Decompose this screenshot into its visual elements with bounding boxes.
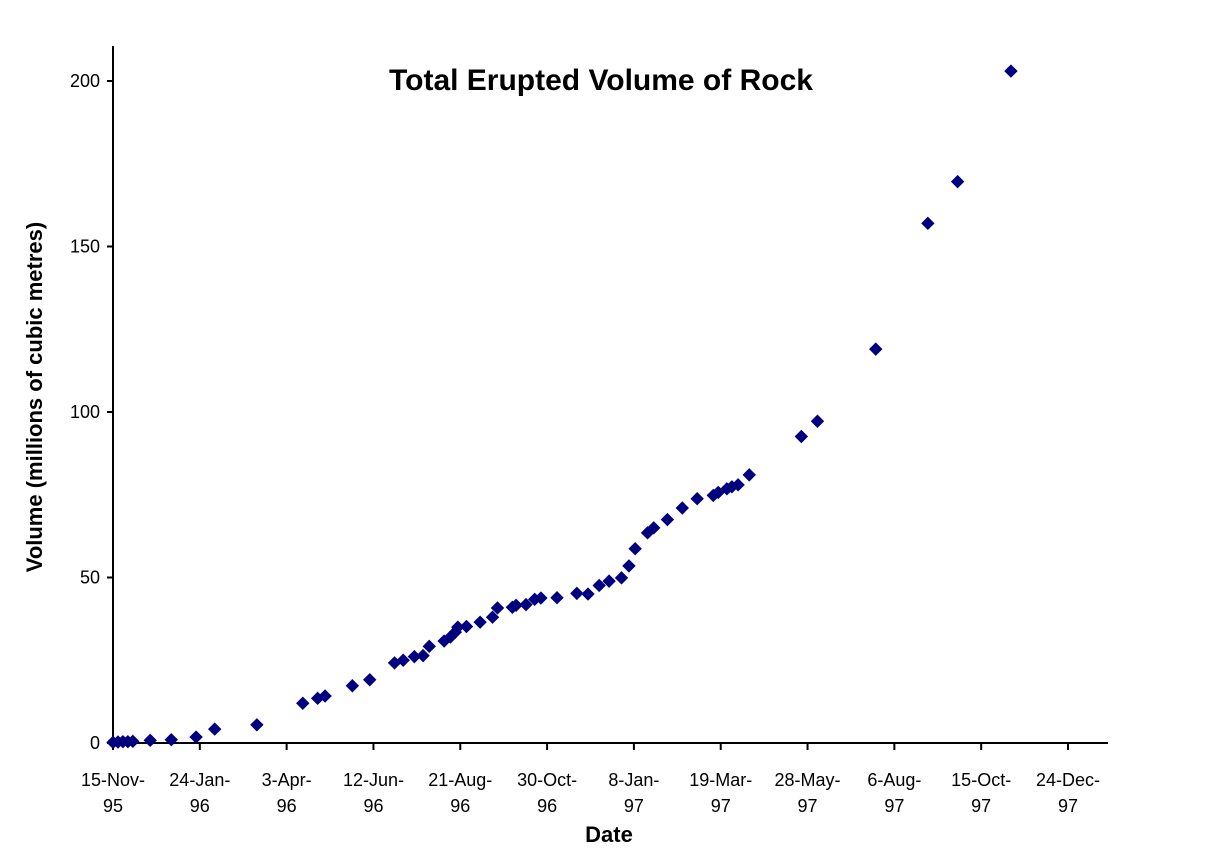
data-point <box>811 415 823 427</box>
x-tick-label: 21-Aug- <box>428 770 492 790</box>
chart-title: Total Erupted Volume of Rock <box>389 64 813 97</box>
x-tick-label: 24-Jan- <box>169 770 230 790</box>
data-point <box>661 514 673 526</box>
x-tick-label: 97 <box>1058 796 1078 816</box>
x-tick-label: 3-Apr- <box>262 770 312 790</box>
data-point <box>571 587 583 599</box>
data-point <box>474 616 486 628</box>
y-tick-label: 150 <box>70 237 100 257</box>
x-tick-label: 96 <box>277 796 297 816</box>
data-point <box>364 674 376 686</box>
x-tick-label: 28-May- <box>775 770 841 790</box>
data-point <box>209 723 221 735</box>
data-point <box>616 572 628 584</box>
data-point <box>676 502 688 514</box>
data-point <box>144 734 156 746</box>
data-point <box>423 640 435 652</box>
y-axis-ticks: 0 50 100 150 200 <box>70 71 113 753</box>
data-point <box>582 588 594 600</box>
x-tick-label: 97 <box>884 796 904 816</box>
y-tick-label: 200 <box>70 71 100 91</box>
x-tick-label: 96 <box>363 796 383 816</box>
data-point <box>190 731 202 743</box>
x-tick-label: 95 <box>103 796 123 816</box>
x-tick-label: 19-Mar- <box>689 770 752 790</box>
x-tick-label: 12-Jun- <box>343 770 404 790</box>
data-point <box>795 430 807 442</box>
data-point <box>623 560 635 572</box>
data-point <box>551 592 563 604</box>
y-axis-title: Volume (millions of cubic metres) <box>22 222 47 572</box>
x-tick-label: 96 <box>537 796 557 816</box>
data-point <box>743 469 755 481</box>
y-tick-label: 100 <box>70 402 100 422</box>
x-tick-label: 97 <box>711 796 731 816</box>
data-point <box>922 217 934 229</box>
x-tick-label: 6-Aug- <box>867 770 921 790</box>
data-point <box>870 343 882 355</box>
x-tick-label: 97 <box>624 796 644 816</box>
data-point <box>1005 65 1017 77</box>
data-point <box>417 650 429 662</box>
data-point <box>346 680 358 692</box>
data-point <box>251 719 263 731</box>
data-point <box>952 176 964 188</box>
x-tick-label: 24-Dec- <box>1036 770 1100 790</box>
x-tick-label: 15-Nov- <box>81 770 145 790</box>
x-tick-label: 30-Oct- <box>517 770 577 790</box>
data-point <box>460 620 472 632</box>
data-points <box>107 65 1017 748</box>
x-tick-label: 97 <box>971 796 991 816</box>
x-tick-label: 96 <box>450 796 470 816</box>
y-tick-label: 0 <box>90 733 100 753</box>
data-point <box>297 697 309 709</box>
x-tick-label: 96 <box>190 796 210 816</box>
y-tick-label: 50 <box>80 568 100 588</box>
x-axis-title: Date <box>585 822 633 847</box>
x-tick-label: 15-Oct- <box>951 770 1011 790</box>
x-tick-label: 8-Jan- <box>608 770 659 790</box>
x-axis-ticks: 15-Nov- 95 24-Jan- 96 3-Apr- 96 12-Jun- 96 21-Au… <box>81 743 1100 816</box>
data-point <box>629 543 641 555</box>
x-tick-label: 97 <box>798 796 818 816</box>
data-point <box>691 493 703 505</box>
